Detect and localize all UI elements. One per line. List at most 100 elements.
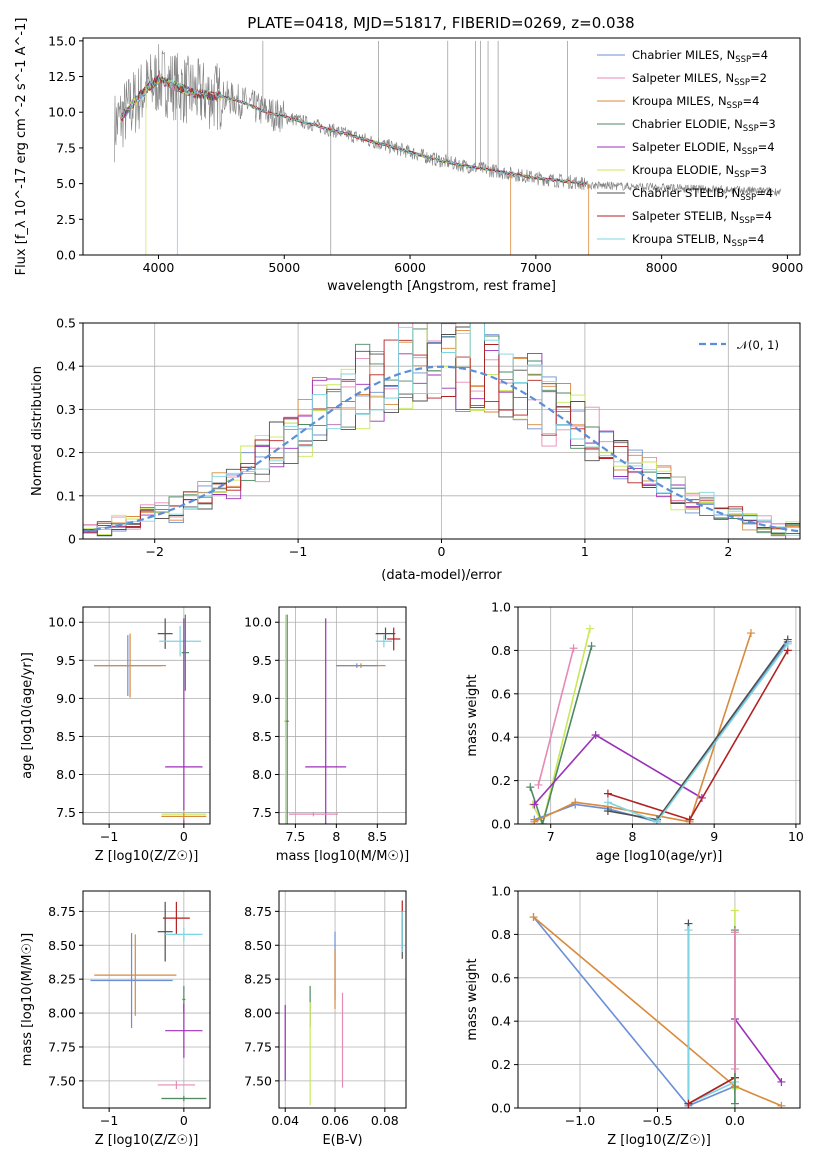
axes-frame	[82, 890, 211, 1109]
y-tick-label: 10.0	[48, 105, 76, 120]
weight-point	[538, 820, 547, 824]
x-tick-label: 9	[710, 829, 718, 844]
y-tick-label: 0.2	[56, 445, 76, 460]
y-tick-label: 8.00	[244, 1006, 272, 1021]
weight-line	[734, 1016, 783, 1089]
y-tick-label: 7.75	[244, 1039, 272, 1054]
legend-entry: Chabrier STELIB, NSSP=4	[632, 186, 773, 203]
x-tick-label: 8	[628, 829, 636, 844]
y-tick-label: 0.6	[491, 686, 511, 701]
panel-weight-vs-age: 7 8 9 10 0.0 0.2 0.4 0.6 0.8 1.0 age [log10(age/yr…	[465, 600, 804, 865]
y-tick-label: 5.0	[56, 176, 76, 191]
y-tick-label: 8.0	[252, 767, 272, 782]
panel-spectrum: 4000 5000 6000 7000 8000 9000 0.0 2.5 5.0 7.5 10.0…	[14, 18, 803, 294]
weight-point	[746, 629, 755, 638]
weight-line	[607, 639, 789, 821]
weight-point	[603, 789, 612, 798]
y-tick-label: 1.0	[491, 884, 511, 899]
legend-entry: 𝒩(0, 1)	[737, 338, 779, 352]
axes-frame	[82, 37, 801, 256]
y-tick-label: 7.5	[252, 805, 272, 820]
weight-point	[684, 926, 693, 935]
model-line	[120, 74, 587, 185]
y-tick-label: 0.4	[56, 359, 76, 374]
axes-frame	[278, 606, 407, 825]
weight-point	[530, 817, 539, 824]
x-axis-label: (data-model)/error	[381, 568, 502, 583]
legend-entry: Kroupa ELODIE, NSSP=3	[632, 163, 767, 180]
axes-frame	[517, 606, 801, 825]
y-tick-label: 12.5	[48, 69, 76, 84]
weight-line	[531, 628, 591, 824]
y-tick-label: 7.50	[244, 1073, 272, 1088]
x-tick-label: 10	[788, 829, 804, 844]
y-tick-label: 0.6	[491, 970, 511, 985]
weight-line	[534, 641, 789, 823]
weight-point	[603, 806, 612, 815]
plot-area	[283, 614, 401, 824]
x-tick-label: −0.5	[642, 1113, 672, 1128]
weight-line	[688, 1076, 736, 1105]
x-axis-label: Z [log10(Z/Z☉)]	[95, 1133, 199, 1148]
x-tick-label: 5000	[268, 260, 300, 275]
x-tick-label: 4000	[143, 260, 175, 275]
panel-mass-vs-ebv: 0.04 0.06 0.08 7.50 7.75 8.00 8.25 8.50 8.75 E(B-…	[244, 890, 407, 1148]
panel-age-vs-Z: −1 0 7.5 8.0 8.5 9.0 9.5 10.0 Z [log10(Z/Z☉)] age…	[20, 606, 211, 864]
y-tick-label: 8.50	[244, 938, 272, 953]
plot-area	[284, 900, 403, 1106]
x-tick-label: 0	[180, 829, 188, 844]
y-axis-label: Flux [f_λ 10^-17 erg cm^-2 s^-1 A^-1]	[14, 18, 29, 276]
y-tick-label: 0.0	[56, 248, 76, 263]
y-tick-label: 8.25	[244, 972, 272, 987]
x-tick-label: 2	[724, 544, 732, 559]
y-axis-label: mass weight	[465, 674, 480, 756]
weight-point	[777, 1101, 786, 1108]
y-tick-label: 0.0	[491, 817, 511, 832]
y-tick-label: 0.8	[491, 643, 511, 658]
legend-entry: Salpeter MILES, NSSP=2	[632, 71, 767, 88]
x-tick-label: −1	[100, 1113, 118, 1128]
y-tick-label: 0.0	[491, 1101, 511, 1116]
x-tick-label: 7000	[520, 260, 552, 275]
weight-point	[569, 644, 578, 653]
y-tick-label: 8.0	[56, 767, 76, 782]
x-axis-label: Z [log10(Z/Z☉)]	[607, 1133, 711, 1148]
y-tick-label: 8.50	[48, 938, 76, 953]
weight-point	[685, 815, 694, 824]
y-tick-label: 0.1	[56, 488, 76, 503]
legend-entry: Chabrier ELODIE, NSSP=3	[632, 117, 776, 134]
weight-point	[730, 906, 739, 915]
histogram-step	[83, 323, 800, 536]
histogram-step	[83, 323, 800, 536]
weight-point	[587, 642, 596, 651]
weight-point	[534, 780, 543, 789]
x-axis-label: age [log10(age/yr)]	[596, 849, 723, 864]
y-tick-label: 1.0	[491, 600, 511, 615]
panel-weight-vs-Z: −1.0 −0.5 0.0 0.0 0.2 0.4 0.6 0.8 1.0 Z [log10(Z/…	[465, 884, 801, 1148]
weight-point	[777, 1077, 786, 1086]
x-axis-label: wavelength [Angstrom, rest frame]	[327, 279, 556, 294]
x-axis-label: E(B-V)	[322, 1133, 362, 1148]
y-tick-label: 8.75	[48, 904, 76, 919]
y-tick-label: 9.0	[56, 691, 76, 706]
x-tick-label: 0	[438, 544, 446, 559]
x-tick-label: 1	[581, 544, 589, 559]
x-tick-label: 7.5	[285, 829, 305, 844]
plot-area	[83, 323, 800, 539]
x-tick-label: 7	[547, 829, 555, 844]
gaussian-curve	[83, 365, 800, 533]
y-tick-label: 0.2	[491, 773, 511, 788]
figure-title: PLATE=0418, MJD=51817, FIBERID=0269, z=0…	[247, 14, 634, 32]
weight-point	[730, 928, 739, 937]
y-tick-label: 0.8	[491, 927, 511, 942]
y-axis-label: age [log10(age/yr)]	[20, 652, 35, 779]
y-tick-label: 7.50	[48, 1073, 76, 1088]
weight-point	[730, 1099, 739, 1108]
weight-point	[526, 783, 535, 792]
histogram-step	[83, 339, 800, 533]
axes-frame	[278, 890, 407, 1109]
plot-area	[526, 624, 792, 824]
y-tick-label: 10.0	[244, 615, 272, 630]
weight-point	[529, 913, 538, 922]
